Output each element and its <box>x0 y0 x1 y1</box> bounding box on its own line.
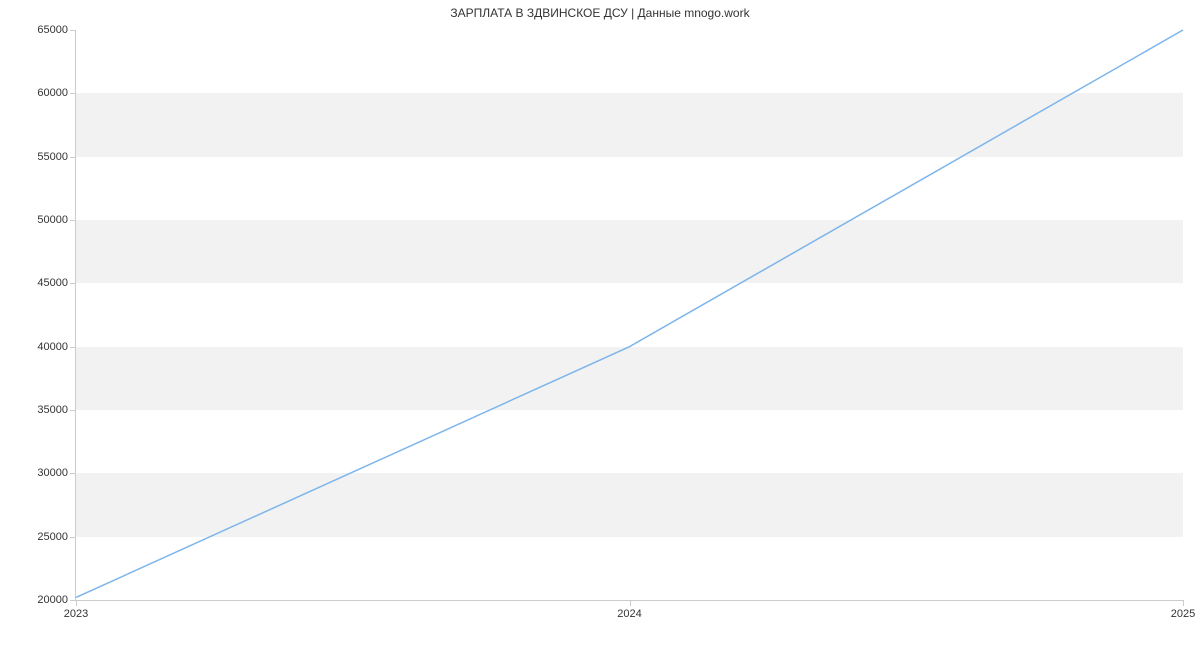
plot-area: 2000025000300003500040000450005000055000… <box>75 30 1183 601</box>
x-tick-label: 2025 <box>1171 608 1195 620</box>
y-tick-label: 40000 <box>37 341 68 353</box>
y-tick <box>70 93 76 94</box>
y-tick-label: 50000 <box>37 214 68 226</box>
y-tick <box>70 283 76 284</box>
x-tick <box>76 600 77 606</box>
salary-chart: ЗАРПЛАТА В ЗДВИНСКОЕ ДСУ | Данные mnogo.… <box>0 0 1200 650</box>
y-tick <box>70 410 76 411</box>
chart-title: ЗАРПЛАТА В ЗДВИНСКОЕ ДСУ | Данные mnogo.… <box>0 6 1200 20</box>
y-tick-label: 60000 <box>37 87 68 99</box>
y-tick-label: 25000 <box>37 531 68 543</box>
y-tick <box>70 473 76 474</box>
y-tick <box>70 347 76 348</box>
x-tick-label: 2024 <box>617 608 641 620</box>
y-tick <box>70 157 76 158</box>
x-tick <box>1183 600 1184 606</box>
line-svg <box>76 30 1183 600</box>
y-tick-label: 35000 <box>37 404 68 416</box>
x-tick <box>630 600 631 606</box>
y-tick <box>70 537 76 538</box>
x-tick-label: 2023 <box>64 608 88 620</box>
y-tick-label: 55000 <box>37 151 68 163</box>
y-tick-label: 45000 <box>37 277 68 289</box>
y-tick <box>70 30 76 31</box>
y-tick-label: 65000 <box>37 24 68 36</box>
y-tick-label: 20000 <box>37 594 68 606</box>
series-line <box>76 30 1183 597</box>
y-tick-label: 30000 <box>37 467 68 479</box>
y-tick <box>70 220 76 221</box>
